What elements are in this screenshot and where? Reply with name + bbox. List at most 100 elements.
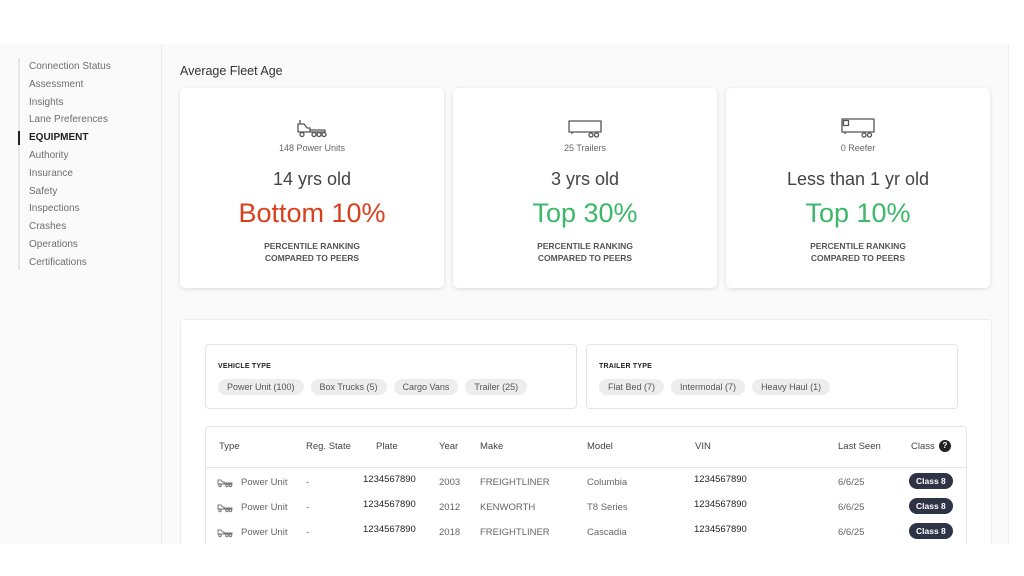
cell-reg-state: -	[306, 502, 310, 513]
cell-last-seen: 6/6/25	[838, 527, 865, 538]
cell-reg-state: -	[306, 477, 310, 488]
power-units-age: 14 yrs old	[272, 169, 352, 189]
power-unit-icon	[217, 479, 233, 488]
chip-heavy-haul[interactable]: Heavy Haul (1)	[752, 379, 831, 395]
reefer-count: 0 Reefer	[840, 143, 876, 153]
power-unit-icon	[217, 504, 233, 513]
chip-intermodal[interactable]: Intermodal (7)	[671, 379, 746, 395]
chip-trailer[interactable]: Trailer (25)	[465, 379, 528, 395]
caption-line-2: COMPARED TO PEERS	[264, 253, 360, 263]
column-header-last-seen[interactable]: Last Seen	[838, 441, 881, 452]
help-icon[interactable]: ?	[939, 440, 951, 452]
chip-power-unit[interactable]: Power Unit (100)	[218, 379, 304, 395]
caption-line-2: COMPARED TO PEERS	[537, 253, 633, 263]
column-header-vin[interactable]: VIN	[695, 441, 711, 452]
sidebar-item-certifications[interactable]: Certifications	[29, 256, 87, 268]
column-header-year[interactable]: Year	[439, 441, 459, 452]
cell-type: Power Unit	[241, 477, 288, 488]
sidebar-item-assessment[interactable]: Assessment	[29, 78, 84, 90]
chip-box-trucks[interactable]: Box Trucks (5)	[310, 379, 387, 395]
trailer-type-filter: TRAILER TYPE Flat Bed (7) Intermodal (7)…	[586, 344, 958, 409]
cell-year: 2012	[439, 502, 461, 513]
caption-line-1: PERCENTILE RANKING	[264, 241, 360, 251]
cell-plate: 1234567890	[363, 474, 416, 485]
section-title: Average Fleet Age	[180, 64, 283, 78]
cell-make: FREIGHTLINER	[480, 527, 550, 538]
cell-type: Power Unit	[241, 527, 288, 538]
column-header-plate[interactable]: Plate	[376, 441, 398, 452]
cell-plate: 1234567890	[363, 499, 416, 510]
power-unit-icon	[217, 529, 233, 538]
table-header-divider	[206, 467, 966, 468]
right-scroll-track[interactable]	[1008, 44, 1024, 544]
sidebar-item-crashes[interactable]: Crashes	[29, 221, 67, 233]
sidebar-item-equipment[interactable]: EQUIPMENT	[18, 129, 111, 147]
cell-make: KENWORTH	[480, 502, 536, 513]
column-header-reg-state[interactable]: Reg. State	[306, 441, 351, 452]
class-badge[interactable]: Class 8	[909, 473, 953, 489]
app-window: Connection Status Assessment Insights La…	[0, 44, 1024, 544]
trailers-age: 3 yrs old	[550, 169, 620, 189]
trailer-icon	[568, 120, 602, 138]
fleet-age-card-reefer: 0 Reefer Less than 1 yr old Top 10% PERC…	[726, 88, 990, 288]
cell-last-seen: 6/6/25	[838, 502, 865, 513]
power-units-caption: PERCENTILE RANKING COMPARED TO PEERS	[180, 240, 444, 264]
sidebar-item-operations[interactable]: Operations	[29, 238, 78, 250]
cell-year: 2003	[439, 477, 461, 488]
sidebar-item-authority[interactable]: Authority	[29, 149, 69, 161]
fleet-age-card-power-units: 148 Power Units 14 yrs old Bottom 10% PE…	[180, 88, 444, 288]
trailers-rank: Top 30%	[532, 198, 638, 228]
table-row[interactable]: Power Unit - 1234567890 2003 FREIGHTLINE…	[206, 470, 966, 495]
trailer-type-title: TRAILER TYPE	[599, 363, 652, 370]
cell-vin: 1234567890	[694, 524, 747, 535]
cell-vin: 1234567890	[694, 499, 747, 510]
cell-model: T8 Series	[587, 502, 628, 513]
cell-model: Columbia	[587, 477, 628, 488]
sidebar-rail	[18, 58, 20, 270]
cell-type: Power Unit	[241, 502, 288, 513]
table-row[interactable]: Power Unit - 1234567890 2018 FREIGHTLINE…	[206, 520, 966, 544]
cell-reg-state: -	[306, 527, 310, 538]
cell-make: FREIGHTLINER	[480, 477, 550, 488]
class-badge[interactable]: Class 8	[909, 523, 953, 539]
sidebar-item-insurance[interactable]: Insurance	[29, 167, 73, 179]
vehicle-type-title: VEHICLE TYPE	[218, 363, 271, 370]
sidebar-item-safety[interactable]: Safety	[29, 185, 58, 197]
trailer-type-chips: Flat Bed (7) Intermodal (7) Heavy Haul (…	[599, 379, 831, 395]
chip-cargo-vans[interactable]: Cargo Vans	[393, 379, 459, 395]
power-units-rank: Bottom 10%	[238, 198, 386, 228]
sidebar-nav: Connection Status Assessment Insights La…	[18, 58, 111, 272]
sidebar-item-inspections[interactable]: Inspections	[29, 203, 80, 215]
reefer-caption: PERCENTILE RANKING COMPARED TO PEERS	[726, 240, 990, 264]
cell-last-seen: 6/6/25	[838, 477, 865, 488]
class-badge[interactable]: Class 8	[909, 498, 953, 514]
equipment-panel: VEHICLE TYPE Power Unit (100) Box Trucks…	[180, 319, 992, 544]
table-row[interactable]: Power Unit - 1234567890 2012 KENWORTH T8…	[206, 495, 966, 520]
cell-model: Cascadia	[587, 527, 627, 538]
column-header-model[interactable]: Model	[587, 441, 613, 452]
cell-plate: 1234567890	[363, 524, 416, 535]
fleet-age-card-trailers: 25 Trailers 3 yrs old Top 30% PERCENTILE…	[453, 88, 717, 288]
cell-year: 2018	[439, 527, 461, 538]
vehicle-type-filter: VEHICLE TYPE Power Unit (100) Box Trucks…	[205, 344, 577, 409]
equipment-table: Type Reg. State Plate Year Make Model VI…	[205, 426, 967, 544]
semi-truck-icon	[297, 120, 327, 138]
column-header-class[interactable]: Class	[911, 441, 935, 452]
caption-line-2: COMPARED TO PEERS	[810, 253, 906, 263]
main-content: Average Fleet Age 148 Power Units 14 yrs…	[162, 44, 1008, 544]
column-header-type[interactable]: Type	[219, 441, 240, 452]
caption-line-1: PERCENTILE RANKING	[810, 241, 906, 251]
sidebar-item-insights[interactable]: Insights	[29, 96, 64, 108]
reefer-age: Less than 1 yr old	[786, 169, 930, 189]
trailers-caption: PERCENTILE RANKING COMPARED TO PEERS	[453, 240, 717, 264]
chip-flat-bed[interactable]: Flat Bed (7)	[599, 379, 665, 395]
cell-vin: 1234567890	[694, 474, 747, 485]
caption-line-1: PERCENTILE RANKING	[537, 241, 633, 251]
column-header-make[interactable]: Make	[480, 441, 504, 452]
sidebar-item-connection-status[interactable]: Connection Status	[29, 61, 111, 72]
vehicle-type-chips: Power Unit (100) Box Trucks (5) Cargo Va…	[218, 379, 528, 395]
trailers-count: 25 Trailers	[563, 143, 607, 153]
reefer-trailer-icon	[841, 118, 875, 138]
reefer-rank: Top 10%	[805, 198, 911, 228]
sidebar-item-lane-preferences[interactable]: Lane Preferences	[29, 114, 108, 126]
